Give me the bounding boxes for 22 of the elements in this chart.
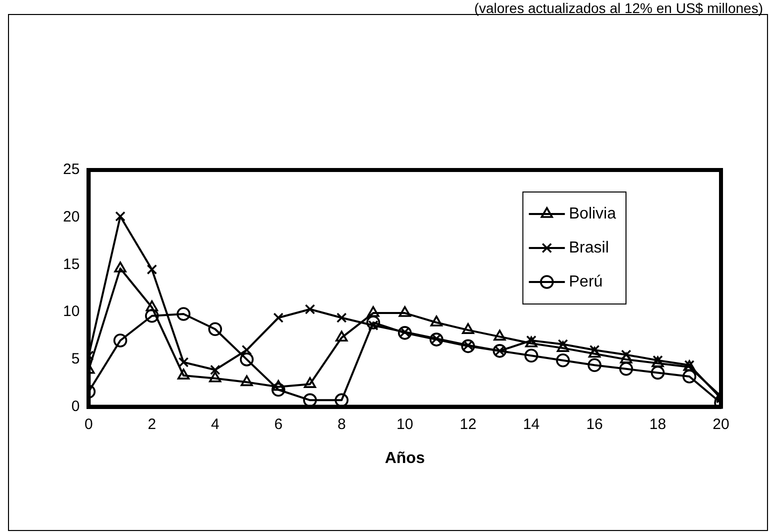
x-tick-label: 12 bbox=[460, 416, 476, 433]
y-tick-label: 20 bbox=[62, 208, 80, 226]
x-tick-label: 8 bbox=[337, 416, 346, 433]
legend-label: Brasil bbox=[568, 239, 609, 256]
y-tick-label: 25 bbox=[62, 161, 80, 178]
x-tick-label: 20 bbox=[712, 416, 730, 433]
x-tick-label: 10 bbox=[396, 416, 414, 433]
y-tick-label: 15 bbox=[62, 256, 80, 273]
y-tick-label: 5 bbox=[71, 350, 80, 368]
legend-label: Bolivia bbox=[568, 205, 616, 222]
x-tick-label: 18 bbox=[649, 416, 666, 433]
x-tick-label: 14 bbox=[522, 416, 540, 433]
x-tick-label: 0 bbox=[84, 416, 93, 433]
y-tick-label: 0 bbox=[71, 398, 80, 415]
x-tick-label: 16 bbox=[586, 416, 603, 433]
y-tick-label: 10 bbox=[62, 303, 80, 320]
x-tick-label: 4 bbox=[210, 416, 220, 433]
x-axis-title: Años bbox=[384, 450, 425, 467]
legend-label: Perú bbox=[568, 273, 603, 290]
x-tick-label: 6 bbox=[274, 416, 283, 433]
x-tick-label: 2 bbox=[148, 416, 156, 433]
chart-subtitle: (valores actualizados al 12% en US$ millones) bbox=[474, 0, 763, 16]
